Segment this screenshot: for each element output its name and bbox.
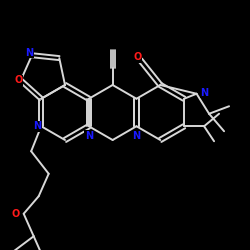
Text: N: N (132, 131, 140, 141)
Text: N: N (85, 131, 93, 141)
Text: O: O (12, 209, 20, 219)
Text: N: N (25, 48, 34, 58)
Text: N: N (33, 121, 42, 131)
Text: N: N (200, 88, 208, 98)
Text: O: O (134, 52, 142, 62)
Text: O: O (14, 75, 22, 85)
